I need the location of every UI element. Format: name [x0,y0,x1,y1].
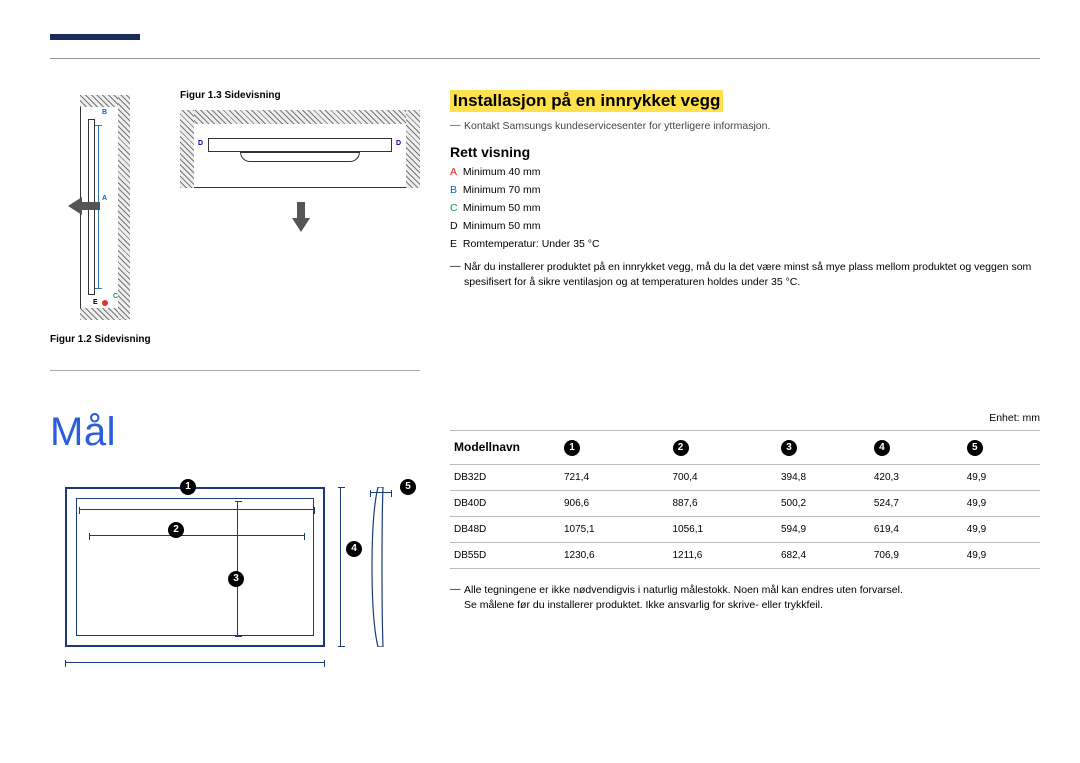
dimensions-heading: Mål [50,410,116,455]
cell-value: 1230,6 [560,542,669,568]
temperature-dot-icon [102,300,108,306]
spec-line: A Minimum 40 mm [450,166,1040,178]
cell-value: 706,9 [870,542,963,568]
fig12-caption: Figur 1.2 Sidevisning [50,334,151,345]
cell-value: 524,7 [870,490,963,516]
cell-value: 619,4 [870,516,963,542]
side-view-diagram: A B C E [80,95,130,320]
cell-value: 500,2 [777,490,870,516]
contact-note: Kontakt Samsungs kundeservicesenter for … [450,120,1040,132]
spec-line: B Minimum 70 mm [450,184,1040,196]
side-label-a: A [102,195,107,202]
arrow-left-icon [68,195,100,217]
ventilation-note: Når du installerer produktet på en innry… [450,260,1040,289]
side-profile-diagram [370,487,390,647]
table-footnote: Alle tegningene er ikke nødvendigvis i n… [450,583,1040,615]
dimensions-diagram: 1 2 3 4 5 [50,480,420,680]
dim-marker-4: 4 [346,541,362,557]
cell-value: 49,9 [963,464,1040,490]
arrow-down-icon [290,202,312,237]
cell-value: 1075,1 [560,516,669,542]
cell-value: 49,9 [963,490,1040,516]
cell-value: 594,9 [777,516,870,542]
table-note-2: Se målene før du installerer produktet. … [464,599,823,611]
top-view-diagram: D D [180,110,420,200]
spec-list: A Minimum 40 mm B Minimum 70 mm C Minimum … [450,166,1040,250]
top-label-d-right: D [396,140,401,147]
spec-line: D Minimum 50 mm [450,220,1040,232]
header-accent-bar [50,34,140,40]
cell-value: 887,6 [669,490,778,516]
left-column-divider [50,370,420,371]
cell-value: 682,4 [777,542,870,568]
col-header-num: 3 [777,431,870,465]
unit-label: Enhet: mm [450,412,1040,424]
spec-line: C Minimum 50 mm [450,202,1040,214]
cell-value: 906,6 [560,490,669,516]
dim-marker-1: 1 [180,479,196,495]
cell-value: 394,8 [777,464,870,490]
side-label-c: C [113,293,118,300]
cell-value: 49,9 [963,516,1040,542]
cell-value: 1056,1 [669,516,778,542]
dim-marker-5: 5 [400,479,416,495]
cell-model: DB32D [450,464,560,490]
table-row: DB40D906,6887,6500,2524,749,9 [450,490,1040,516]
cell-value: 420,3 [870,464,963,490]
dim-marker-2: 2 [168,522,184,538]
right-column: Installasjon på en innrykket vegg Kontak… [450,90,1040,289]
col-header-model: Modellnavn [450,431,560,465]
dimensions-table: Modellnavn12345 DB32D721,4700,4394,8420,… [450,430,1040,569]
fig13-caption: Figur 1.3 Sidevisning [180,90,281,101]
top-label-d-left: D [198,140,203,147]
cell-value: 721,4 [560,464,669,490]
cell-value: 49,9 [963,542,1040,568]
cell-value: 1211,6 [669,542,778,568]
col-header-num: 1 [560,431,669,465]
install-section-heading: Installasjon på en innrykket vegg [450,90,1040,112]
cell-model: DB55D [450,542,560,568]
col-header-num: 5 [963,431,1040,465]
cell-value: 700,4 [669,464,778,490]
cell-model: DB48D [450,516,560,542]
dimensions-table-area: Enhet: mm Modellnavn12345 DB32D721,4700,… [450,412,1040,614]
col-header-num: 4 [870,431,963,465]
table-row: DB55D1230,61211,6682,4706,949,9 [450,542,1040,568]
table-row: DB48D1075,11056,1594,9619,449,9 [450,516,1040,542]
dim-marker-3: 3 [228,571,244,587]
side-label-b: B [102,109,107,116]
col-header-num: 2 [669,431,778,465]
table-note-1: Alle tegningene er ikke nødvendigvis i n… [464,584,903,596]
table-row: DB32D721,4700,4394,8420,349,9 [450,464,1040,490]
side-label-e: E [93,299,98,306]
rett-visning-heading: Rett visning [450,144,1040,160]
spec-line: E Romtemperatur: Under 35 °C [450,238,1040,250]
cell-model: DB40D [450,490,560,516]
header-divider [50,58,1040,59]
